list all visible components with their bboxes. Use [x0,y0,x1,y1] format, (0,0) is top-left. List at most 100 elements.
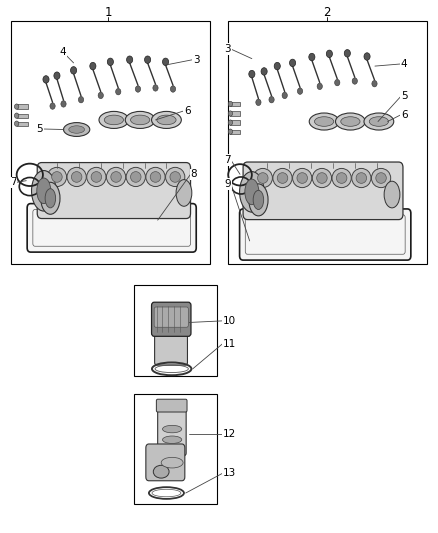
Ellipse shape [131,172,141,182]
Ellipse shape [135,86,141,92]
Ellipse shape [228,120,233,125]
Ellipse shape [162,58,169,66]
Ellipse shape [78,96,84,103]
Ellipse shape [52,172,62,182]
Ellipse shape [146,167,165,187]
Ellipse shape [336,113,365,130]
Ellipse shape [369,117,389,126]
Bar [17,122,28,126]
Ellipse shape [71,67,77,74]
Text: 1: 1 [104,6,112,19]
Ellipse shape [145,56,151,63]
Ellipse shape [344,50,350,57]
Ellipse shape [71,172,82,182]
Ellipse shape [253,190,264,209]
Ellipse shape [269,96,274,103]
Ellipse shape [245,179,259,205]
Bar [17,114,28,118]
Ellipse shape [161,457,183,468]
Ellipse shape [297,88,303,94]
Ellipse shape [282,92,287,99]
Ellipse shape [116,88,121,95]
Text: 13: 13 [223,469,236,478]
Ellipse shape [131,115,150,125]
FancyBboxPatch shape [146,444,185,481]
Ellipse shape [14,121,19,126]
Ellipse shape [67,167,86,187]
Ellipse shape [332,168,351,188]
Ellipse shape [157,115,176,125]
Ellipse shape [91,172,102,182]
Ellipse shape [352,78,357,84]
Ellipse shape [290,59,296,67]
Ellipse shape [127,56,133,63]
Ellipse shape [384,181,400,208]
Bar [134,285,217,376]
Ellipse shape [228,111,233,116]
Ellipse shape [293,168,312,188]
Ellipse shape [228,101,233,107]
Ellipse shape [170,86,176,92]
Ellipse shape [61,101,66,107]
Text: 6: 6 [184,106,191,116]
Ellipse shape [317,173,327,183]
Ellipse shape [309,113,339,130]
Ellipse shape [317,83,322,90]
Ellipse shape [162,425,182,433]
Ellipse shape [309,53,315,61]
Text: 4: 4 [401,59,407,69]
FancyBboxPatch shape [158,405,186,456]
Ellipse shape [277,173,288,183]
Ellipse shape [228,129,233,134]
Bar [230,102,240,106]
Ellipse shape [126,167,145,187]
Ellipse shape [312,168,332,188]
Bar [228,21,427,264]
FancyBboxPatch shape [27,204,196,252]
FancyBboxPatch shape [243,162,403,220]
Ellipse shape [274,62,280,70]
Ellipse shape [258,173,268,183]
Ellipse shape [249,70,255,78]
Ellipse shape [125,111,155,128]
Ellipse shape [106,167,126,187]
FancyBboxPatch shape [155,322,187,365]
Ellipse shape [249,184,268,216]
FancyBboxPatch shape [154,307,188,327]
Ellipse shape [335,79,340,86]
Text: 2: 2 [323,6,331,19]
FancyBboxPatch shape [152,302,191,336]
Ellipse shape [90,62,96,70]
Text: 6: 6 [401,110,408,119]
Text: 4: 4 [59,47,66,56]
Bar [230,130,240,134]
Ellipse shape [14,113,19,118]
Text: 5: 5 [401,91,408,101]
Ellipse shape [261,68,267,75]
Text: 7: 7 [10,177,17,187]
Ellipse shape [336,173,347,183]
Ellipse shape [153,465,169,478]
Ellipse shape [240,172,264,212]
Ellipse shape [41,182,60,214]
FancyBboxPatch shape [240,209,411,260]
Bar [17,104,28,109]
Ellipse shape [376,173,386,183]
Ellipse shape [107,58,113,66]
Ellipse shape [326,50,332,58]
Ellipse shape [43,76,49,83]
Ellipse shape [50,103,55,109]
Ellipse shape [47,167,67,187]
Text: 12: 12 [223,430,236,439]
Ellipse shape [37,178,51,204]
Bar [230,111,240,116]
Ellipse shape [372,80,377,87]
Ellipse shape [45,189,56,208]
Ellipse shape [364,53,370,60]
Text: 11: 11 [223,339,236,349]
Ellipse shape [111,172,121,182]
Ellipse shape [150,172,161,182]
Ellipse shape [273,168,292,188]
Ellipse shape [69,126,85,133]
Ellipse shape [371,168,391,188]
